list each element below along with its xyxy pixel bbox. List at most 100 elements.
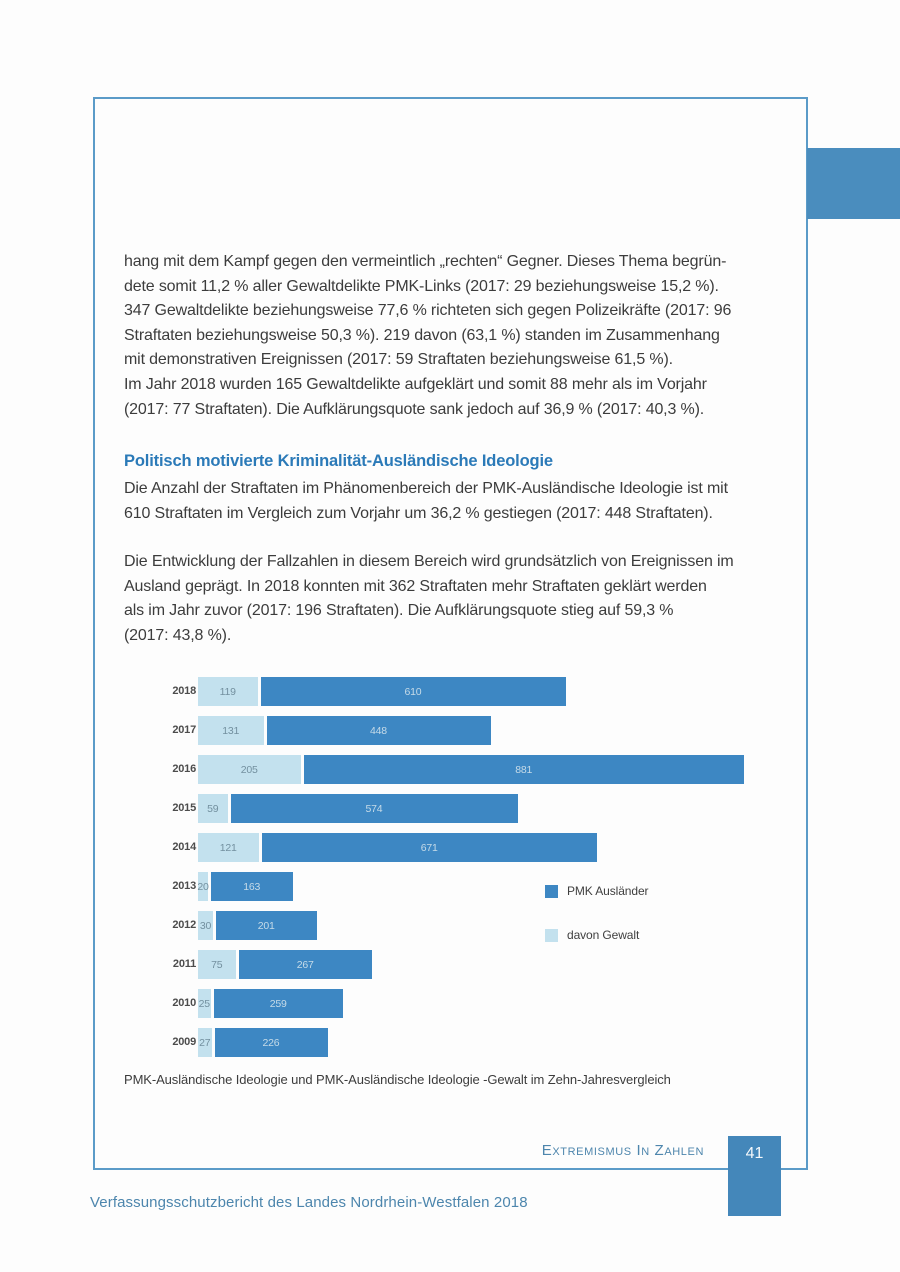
page-number: 41 (745, 1145, 764, 1162)
bar-davon-gewalt: 20 (197, 872, 209, 901)
paragraph-straftaten-anzahl: Die Anzahl der Straftaten im Phänomenber… (124, 477, 784, 526)
year-label: 2011 (172, 958, 196, 970)
page-border (93, 97, 808, 1170)
year-label: 2017 (172, 724, 196, 736)
bar-value-label: 267 (296, 958, 314, 971)
bar-value-label: 20 (197, 880, 209, 893)
bar-davon-gewalt: 75 (198, 950, 236, 979)
bar-value-label: 121 (219, 841, 237, 854)
bar-davon-gewalt: 121 (198, 833, 259, 862)
bar-group: 59 574 (198, 794, 518, 823)
bar-value-label: 205 (240, 763, 258, 776)
chart-row-2014: 2014 121 671 (124, 828, 784, 867)
bar-chart-pmk-auslaendische-ideologie: 2018 119 610 2017 131 448 2016 205 881 2015 59 574 2… (124, 672, 784, 1062)
chart-row-2009: 2009 27 226 (124, 1023, 784, 1062)
bar-value-label: 59 (207, 802, 219, 815)
bar-value-label: 574 (365, 802, 383, 815)
section-heading: Politisch motivierte Kriminalität-Auslän… (124, 452, 553, 470)
text-line: dete somit 11,2 % aller Gewaltdelikte PM… (124, 277, 719, 295)
bar-group: 27 226 (198, 1028, 328, 1057)
bar-value-label: 27 (199, 1036, 211, 1049)
bar-davon-gewalt: 119 (198, 677, 258, 706)
footer-section-label: Extremismus In Zahlen (541, 1142, 704, 1159)
year-label: 2015 (172, 802, 196, 814)
year-label: 2014 (172, 841, 196, 853)
bar-davon-gewalt: 27 (198, 1028, 212, 1057)
page-number-box: 41 (728, 1136, 781, 1216)
bar-davon-gewalt: 30 (198, 911, 213, 940)
bar-pmk-auslaender: 267 (238, 950, 372, 979)
bar-davon-gewalt: 25 (198, 989, 211, 1018)
bar-pmk-auslaender: 259 (213, 989, 343, 1018)
bar-value-label: 259 (269, 997, 287, 1010)
bar-group: 25 259 (198, 989, 343, 1018)
year-label: 2018 (172, 685, 196, 697)
chart-row-2012: 2012 30 201 (124, 906, 784, 945)
bar-davon-gewalt: 131 (198, 716, 264, 745)
chart-row-2017: 2017 131 448 (124, 711, 784, 750)
bar-value-label: 671 (420, 841, 438, 854)
text-line: Die Entwicklung der Fallzahlen in diesem… (124, 553, 734, 570)
year-label: 2012 (172, 919, 196, 931)
bar-group: 75 267 (198, 950, 372, 979)
year-label: 2009 (172, 1036, 196, 1048)
bar-pmk-auslaender: 671 (261, 833, 597, 862)
chart-row-2010: 2010 25 259 (124, 984, 784, 1023)
year-label: 2010 (172, 997, 196, 1009)
bar-value-label: 201 (257, 919, 275, 932)
bar-pmk-auslaender: 881 (303, 755, 744, 784)
chart-row-2013: 2013 20 163 (124, 867, 784, 906)
legend-label: PMK Ausländer (567, 884, 649, 898)
bar-pmk-auslaender: 226 (214, 1028, 328, 1057)
text-line: (2017: 43,8 %). (124, 626, 232, 644)
bar-pmk-auslaender: 163 (211, 872, 293, 901)
bar-davon-gewalt: 205 (198, 755, 301, 784)
legend-label: davon Gewalt (567, 928, 640, 942)
bar-value-label: 881 (515, 763, 533, 776)
legend-swatch-icon (545, 928, 558, 942)
bar-pmk-auslaender: 574 (230, 794, 518, 823)
paragraph-fallzahlen-entwicklung: Die Entwicklung der Fallzahlen in diesem… (124, 550, 784, 648)
legend-item: PMK Ausländer (545, 884, 649, 898)
bar-group: 30 201 (198, 911, 317, 940)
bar-value-label: 226 (262, 1036, 280, 1049)
text-line: 610 Straftaten im Vergleich zum Vorjahr … (124, 504, 713, 522)
text-line: 347 Gewaltdelikte beziehungsweise 77,6 %… (124, 302, 732, 320)
chart-row-2011: 2011 75 267 (124, 945, 784, 984)
bar-pmk-auslaender: 610 (260, 677, 566, 706)
paragraph-pmk-links: hang mit dem Kampf gegen den vermeintlic… (124, 250, 784, 422)
text-line: hang mit dem Kampf gegen den vermeintlic… (124, 253, 727, 270)
bar-davon-gewalt: 59 (198, 794, 228, 823)
chart-row-2015: 2015 59 574 (124, 789, 784, 828)
chart-caption: PMK-Ausländische Ideologie und PMK-Auslä… (124, 1072, 671, 1087)
text-line: Im Jahr 2018 wurden 165 Gewaltdelikte au… (124, 375, 707, 393)
bar-group: 119 610 (198, 677, 566, 706)
text-line: mit demonstrativen Ereignissen (2017: 59… (124, 351, 673, 369)
bar-value-label: 448 (370, 724, 387, 737)
bar-group: 121 671 (198, 833, 597, 862)
bar-group: 131 448 (198, 716, 491, 745)
bar-value-label: 119 (219, 685, 236, 698)
bar-value-label: 163 (243, 880, 261, 893)
text-line: als im Jahr zuvor (2017: 196 Straftaten)… (124, 602, 674, 620)
bar-pmk-auslaender: 201 (216, 911, 317, 940)
year-label: 2016 (172, 763, 196, 775)
footer-report-title: Verfassungsschutzbericht des Landes Nord… (90, 1194, 528, 1211)
text-line: Ausland geprägt. In 2018 konnten mit 362… (124, 577, 707, 595)
bar-value-label: 610 (404, 685, 422, 698)
text-line: (2017: 77 Straftaten). Die Aufklärungsqu… (124, 400, 705, 418)
chart-row-2016: 2016 205 881 (124, 750, 784, 789)
bar-pmk-auslaender: 448 (266, 716, 491, 745)
bar-value-label: 30 (199, 919, 212, 932)
text-line: Die Anzahl der Straftaten im Phänomenber… (124, 480, 728, 497)
text-line: Straftaten beziehungsweise 50,3 %). 219 … (124, 326, 720, 344)
chart-row-2018: 2018 119 610 (124, 672, 784, 711)
legend-item: davon Gewalt (545, 928, 648, 942)
chart-legend: PMK Ausländer davon Gewalt (545, 884, 649, 972)
bar-group: 205 881 (198, 755, 744, 784)
bar-value-label: 75 (211, 958, 223, 971)
year-label: 2013 (172, 880, 196, 892)
bar-group: 20 163 (197, 872, 293, 901)
legend-swatch-icon (545, 884, 558, 898)
bar-value-label: 25 (198, 997, 210, 1010)
